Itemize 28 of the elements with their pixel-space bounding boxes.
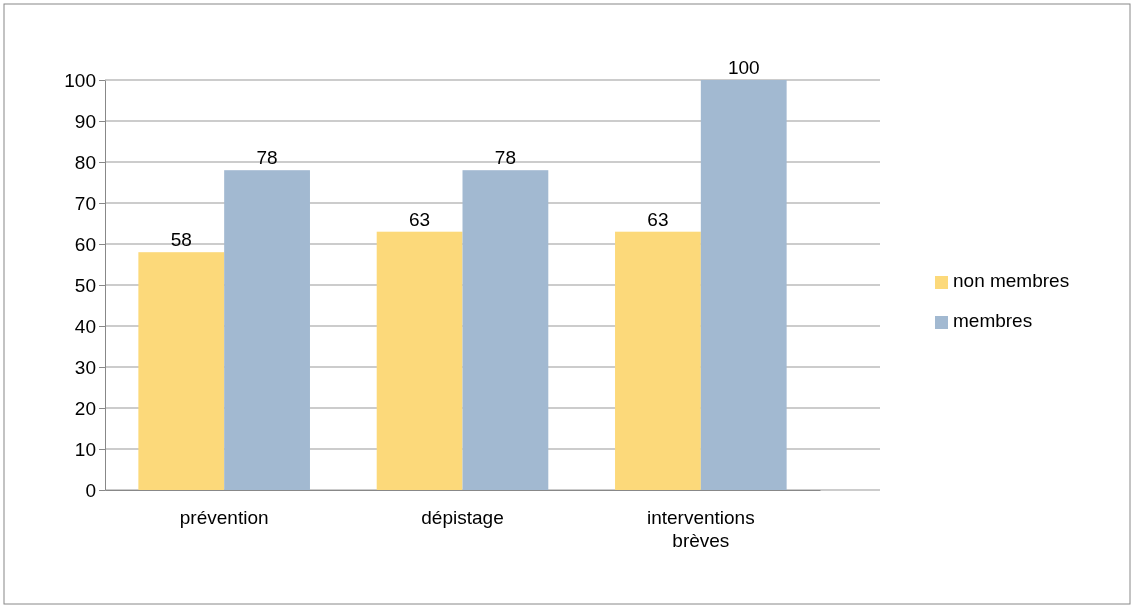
y-tick-label: 20 [74, 397, 96, 419]
bar [224, 170, 310, 490]
bar [138, 252, 225, 490]
y-tick-label: 10 [74, 438, 96, 460]
y-tick-label: 70 [74, 192, 96, 214]
data-label: 63 [409, 208, 431, 230]
legend-label: membres [953, 310, 1033, 331]
data-label: 58 [170, 229, 192, 251]
y-tick-label: 30 [74, 356, 96, 378]
x-tick-label: prévention [179, 507, 269, 528]
x-tick-label: interventions brèves [646, 507, 755, 551]
bar [700, 80, 787, 490]
bar [376, 231, 463, 490]
bar [615, 231, 701, 490]
data-label: 78 [256, 147, 278, 169]
x-tick-label: dépistage [421, 507, 504, 528]
data-label: 63 [647, 208, 669, 230]
y-tick-label: 0 [85, 479, 96, 501]
data-label: 100 [727, 57, 760, 78]
y-tick-label: 50 [74, 274, 96, 296]
y-tick-label: 80 [74, 151, 96, 173]
legend-label: non membres [953, 270, 1070, 291]
y-tick-label: 90 [74, 110, 96, 132]
y-tick-label: 100 [64, 69, 96, 91]
y-tick-label: 60 [74, 233, 96, 255]
data-label: 78 [494, 147, 516, 169]
y-tick-label: 40 [74, 315, 96, 337]
bar [462, 170, 549, 490]
